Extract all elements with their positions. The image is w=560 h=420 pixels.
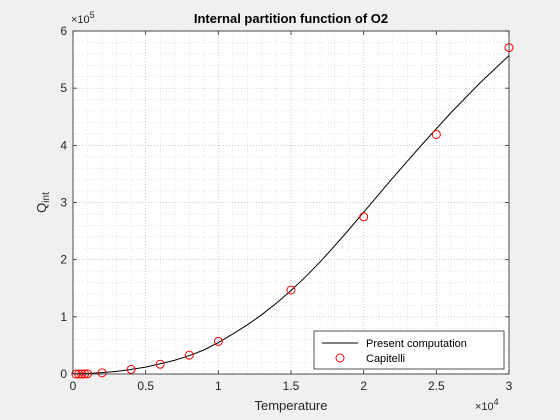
tick-marks: [72, 30, 510, 375]
x-tick-label: 2: [360, 379, 367, 393]
y-axis-exponent: ×105: [71, 10, 95, 26]
x-tick-label: 0: [70, 379, 77, 393]
y-tick-label: 2: [60, 253, 67, 267]
data-point-capitelli: [184, 350, 194, 360]
series-line-present-computation: [72, 55, 510, 375]
tick-labels: 0 0.5 1 1.5 2 2.5 3 0 1 2 3 4 5 6: [60, 24, 512, 393]
y-axis-label-main: Q: [34, 203, 49, 213]
legend-box: [313, 330, 505, 370]
svg-text:Qint: Qint: [34, 192, 52, 213]
legend: Present computation Capitelli: [313, 330, 505, 370]
y-axis-label: Qint: [34, 192, 52, 213]
y-tick-label: 3: [60, 196, 67, 210]
y-tick-label: 0: [60, 367, 67, 381]
data-point-capitelli: [155, 359, 165, 369]
chart-title: Internal partition function of O2: [194, 11, 388, 26]
y-tick-label: 1: [60, 310, 67, 324]
legend-entry-present-computation: Present computation: [366, 338, 467, 350]
data-point-capitelli: [213, 336, 223, 346]
x-tick-label: 2.5: [428, 379, 445, 393]
x-tick-label: 1.5: [283, 379, 300, 393]
data-point-capitelli: [359, 212, 369, 222]
data-point-capitelli: [431, 129, 441, 139]
legend-entry-capitelli: Capitelli: [366, 353, 405, 365]
x-tick-label: 3: [506, 379, 513, 393]
legend-marker-swatch: [335, 353, 345, 363]
y-axis-label-subscript: int: [41, 192, 52, 203]
y-tick-label: 6: [60, 24, 67, 38]
x-axis-exponent: ×104: [475, 397, 499, 413]
x-tick-label: 0.5: [137, 379, 154, 393]
data-point-capitelli: [126, 364, 136, 374]
data-point-capitelli: [286, 285, 296, 295]
y-tick-label: 4: [60, 138, 67, 152]
x-tick-label: 1: [215, 379, 222, 393]
data-point-capitelli: [97, 368, 107, 378]
y-tick-label: 5: [60, 81, 67, 95]
x-axis-label: Temperature: [255, 398, 328, 413]
